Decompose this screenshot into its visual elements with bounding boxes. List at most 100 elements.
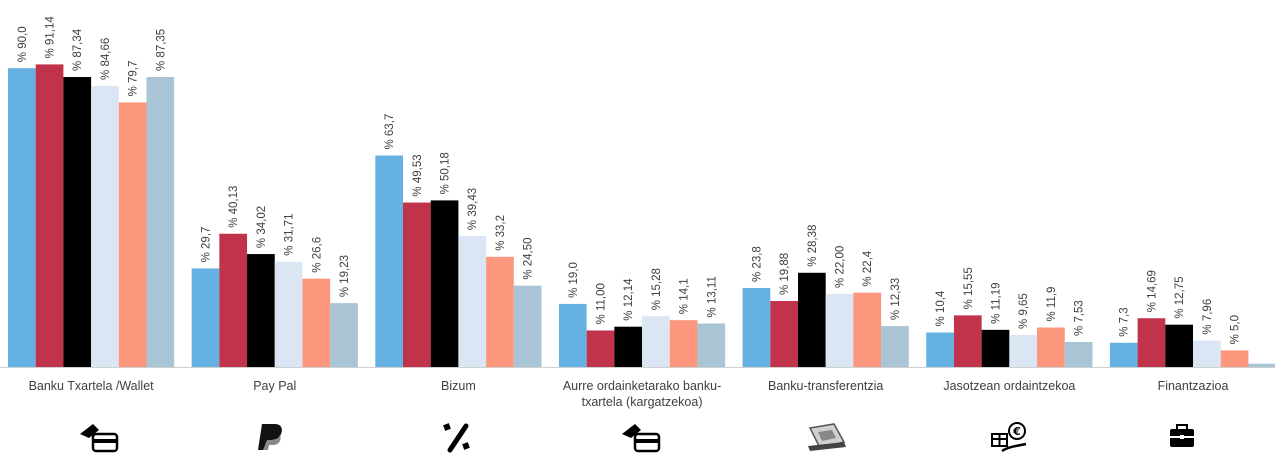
- data-label: % 5,0: [1230, 315, 1242, 344]
- bar: [219, 233, 248, 367]
- financing-briefcase-icon: [1160, 420, 1204, 454]
- category-label: Finantzazioa: [1158, 379, 1229, 393]
- data-label: % 19,0: [568, 262, 580, 298]
- bar: [1220, 350, 1249, 367]
- data-label: % 31,71: [284, 214, 296, 256]
- bar: [63, 77, 92, 368]
- data-label: % 14,1: [679, 278, 691, 314]
- bar: [669, 320, 698, 367]
- bar: [798, 272, 826, 367]
- bar: [91, 85, 119, 367]
- data-label: % 19,88: [779, 253, 791, 295]
- bizum-icon: [436, 420, 480, 454]
- cash-on-delivery-icon: €: [986, 420, 1030, 454]
- bar: [1009, 334, 1038, 367]
- bar: [1165, 324, 1193, 367]
- bar: [642, 316, 670, 367]
- bar: [586, 330, 615, 367]
- data-label: % 79,7: [128, 61, 140, 97]
- bar: [247, 254, 275, 367]
- data-label: % 7,3: [1119, 307, 1131, 336]
- bar: [330, 303, 358, 367]
- data-label: % 87,35: [155, 29, 167, 71]
- data-label: % 87,34: [72, 28, 84, 71]
- bar: [274, 261, 303, 367]
- bar: [430, 200, 459, 367]
- data-label: % 34,02: [256, 206, 268, 248]
- category-label: Banku-transferentzia: [768, 379, 883, 393]
- bar: [146, 76, 175, 368]
- bar: [1193, 340, 1221, 367]
- bar-group: % 23,8 % 19,88 % 28,38 % 22,00 % 22,4 % 12,33: [742, 225, 909, 367]
- paypal-icon: [248, 420, 292, 454]
- svg-text:€: €: [1012, 425, 1021, 438]
- bar: [35, 64, 64, 368]
- bar: [302, 278, 331, 367]
- data-label: % 13,11: [706, 276, 718, 317]
- data-label: % 50,18: [440, 152, 452, 194]
- bar: [853, 292, 882, 367]
- bar: [513, 285, 542, 367]
- prepaid-card-icon: [619, 420, 663, 454]
- category-label: Banku Txartela /Wallet: [29, 379, 155, 393]
- bar: [881, 326, 909, 367]
- data-label: % 90,0: [17, 26, 29, 62]
- data-label: % 12,75: [1174, 276, 1186, 318]
- data-label: % 26,6: [311, 237, 323, 273]
- bar: [375, 155, 403, 367]
- bar-group: % 7,3 % 14,69 % 12,75 % 7,96 % 5,0: [1109, 270, 1275, 367]
- data-label: % 12,14: [623, 278, 635, 321]
- card-wallet-icon: [77, 420, 121, 454]
- data-label: % 91,14: [45, 16, 57, 59]
- data-label: % 14,69: [1146, 270, 1158, 312]
- category-label: Jasotzean ordaintzekoa: [943, 379, 1075, 393]
- data-label: % 15,55: [963, 267, 975, 309]
- data-label: % 39,43: [467, 188, 479, 230]
- bar: [742, 287, 771, 367]
- bar: [403, 202, 431, 367]
- data-label: % 33,2: [495, 215, 507, 251]
- bar: [697, 323, 726, 367]
- data-label: % 22,00: [835, 246, 847, 288]
- data-label: % 28,38: [807, 225, 819, 267]
- bar: [558, 303, 587, 367]
- bar: [953, 315, 982, 367]
- bar: [118, 102, 147, 367]
- bar: [8, 68, 36, 367]
- data-label: % 63,7: [384, 114, 396, 150]
- bar-group: % 63,7 % 49,53 % 50,18 % 39,43 % 33,2 % 24,50: [375, 114, 542, 367]
- bar-group: % 29,7 % 40,13 % 34,02 % 31,71 % 26,6 % 19,23: [191, 186, 358, 367]
- bar: [1137, 318, 1166, 367]
- bar: [770, 300, 798, 367]
- bar: [825, 293, 854, 367]
- data-label: % 23,8: [751, 246, 763, 282]
- data-label: % 11,19: [991, 282, 1003, 323]
- data-label: % 15,28: [651, 268, 663, 310]
- data-label: % 12,33: [890, 278, 902, 320]
- bar: [981, 329, 1010, 367]
- bar: [191, 268, 220, 367]
- bar: [486, 256, 514, 367]
- data-label: % 11,00: [596, 283, 608, 324]
- data-label: % 22,4: [862, 250, 874, 286]
- bar: [458, 236, 487, 367]
- bank-transfer-icon: [804, 420, 848, 454]
- data-label: % 40,13: [228, 186, 240, 228]
- data-label: % 10,4: [935, 290, 947, 326]
- category-label: Pay Pal: [253, 379, 296, 393]
- data-label: % 7,53: [1074, 300, 1086, 336]
- data-label: % 84,66: [100, 38, 112, 80]
- data-label: % 11,9: [1046, 287, 1058, 322]
- bar: [1064, 342, 1093, 367]
- data-label: % 19,23: [339, 255, 351, 297]
- bar-group: % 10,4 % 15,55 % 11,19 % 9,65 % 11,9 % 7,53: [926, 267, 1093, 367]
- category-label: Bizum: [441, 379, 476, 393]
- category-label: Aurre ordainketarako banku-txartela (kar…: [563, 379, 721, 409]
- data-label: % 29,7: [201, 227, 213, 263]
- bar: [1248, 363, 1275, 367]
- bar: [1109, 342, 1138, 367]
- data-label: % 9,65: [1018, 293, 1030, 329]
- data-label: % 24,50: [523, 237, 535, 279]
- bar-group: % 90,0 % 91,14 % 87,34 % 84,66 % 79,7 % 87,35: [8, 16, 175, 368]
